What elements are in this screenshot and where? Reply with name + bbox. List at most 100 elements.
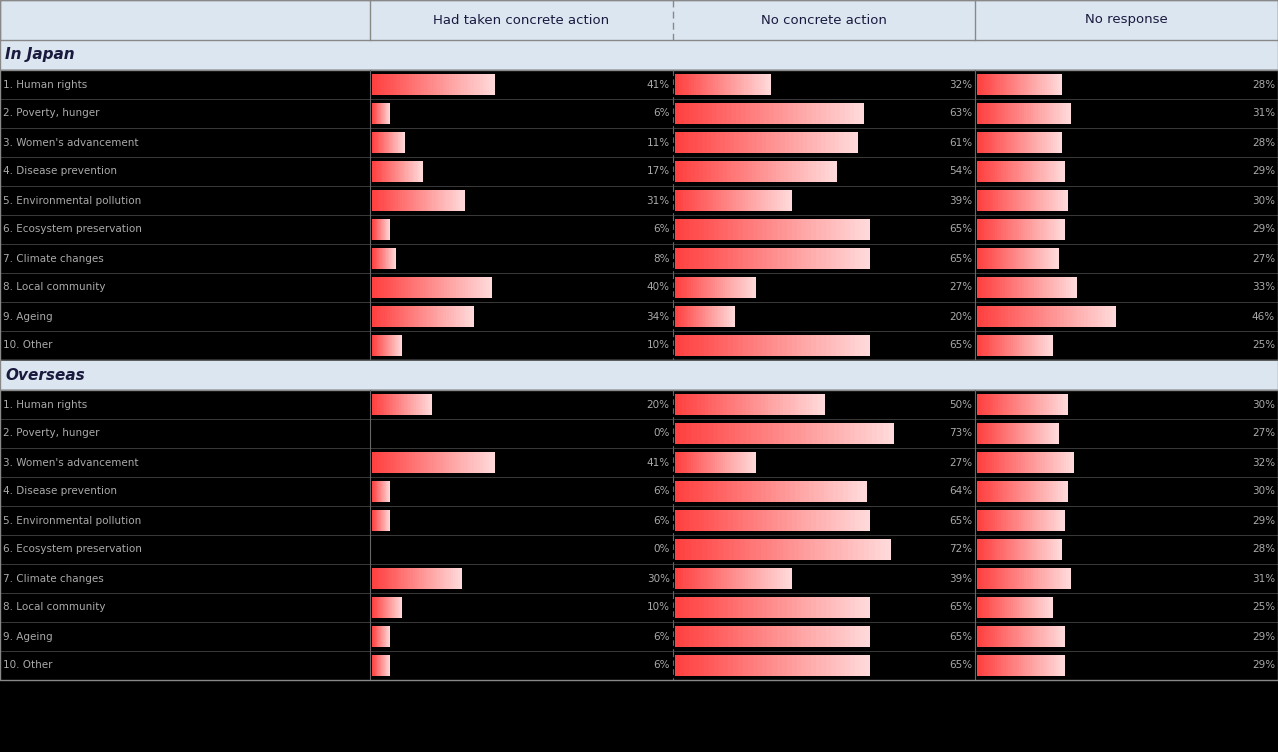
Bar (776, 394, 780, 415)
Bar (449, 306, 451, 327)
Bar (0, 273, 1278, 302)
Bar (1025, 655, 1028, 676)
Bar (458, 452, 461, 473)
Bar (730, 306, 732, 327)
Bar (718, 655, 723, 676)
Bar (470, 74, 474, 95)
Bar (990, 74, 993, 95)
Bar (1013, 248, 1016, 269)
Bar (1006, 626, 1008, 647)
Bar (718, 423, 725, 444)
Bar (713, 103, 718, 124)
Text: 8. Local community: 8. Local community (3, 283, 106, 293)
Bar (716, 452, 718, 473)
Bar (389, 394, 391, 415)
Bar (685, 626, 690, 647)
Bar (437, 190, 440, 211)
Bar (414, 394, 415, 415)
Bar (709, 335, 714, 356)
Bar (772, 394, 776, 415)
Bar (378, 452, 382, 473)
Bar (403, 74, 406, 95)
Bar (1062, 626, 1065, 647)
Bar (1066, 568, 1068, 589)
Bar (420, 394, 422, 415)
Text: 27%: 27% (950, 457, 973, 468)
Bar (1054, 452, 1057, 473)
Bar (377, 306, 380, 327)
Bar (1047, 161, 1049, 182)
Bar (440, 568, 442, 589)
Bar (847, 539, 854, 560)
Bar (732, 481, 737, 502)
Bar (492, 74, 496, 95)
Bar (1020, 132, 1022, 153)
Bar (686, 394, 690, 415)
Bar (1062, 161, 1065, 182)
Bar (419, 568, 422, 589)
Bar (734, 306, 735, 327)
Bar (1053, 132, 1056, 153)
Bar (454, 190, 456, 211)
Bar (1035, 568, 1038, 589)
Bar (464, 74, 468, 95)
Bar (1062, 219, 1065, 240)
Bar (1028, 626, 1030, 647)
Bar (440, 452, 443, 473)
Bar (397, 132, 399, 153)
Bar (989, 277, 993, 298)
Bar (817, 394, 822, 415)
Bar (860, 219, 865, 240)
Bar (0, 331, 1278, 360)
Bar (709, 190, 713, 211)
Bar (390, 161, 391, 182)
Bar (772, 626, 777, 647)
Bar (695, 568, 699, 589)
Bar (980, 568, 983, 589)
Bar (675, 335, 680, 356)
Bar (1056, 161, 1058, 182)
Bar (1054, 277, 1057, 298)
Bar (978, 132, 980, 153)
Bar (999, 452, 1002, 473)
Bar (739, 568, 743, 589)
Bar (486, 74, 489, 95)
Text: 29%: 29% (1252, 225, 1275, 235)
Bar (751, 74, 754, 95)
Bar (409, 394, 412, 415)
Bar (436, 306, 438, 327)
Bar (1019, 510, 1021, 531)
Bar (682, 161, 688, 182)
Bar (728, 655, 734, 676)
Bar (766, 568, 769, 589)
Bar (1036, 539, 1039, 560)
Bar (716, 394, 720, 415)
Bar (993, 219, 996, 240)
Bar (463, 190, 465, 211)
Bar (413, 568, 415, 589)
Text: 25%: 25% (1252, 602, 1275, 612)
Bar (845, 248, 851, 269)
Bar (757, 190, 760, 211)
Bar (823, 481, 828, 502)
Bar (442, 568, 445, 589)
Bar (763, 626, 768, 647)
Bar (381, 277, 385, 298)
Bar (999, 655, 1002, 676)
Bar (1011, 597, 1013, 618)
Bar (1081, 306, 1085, 327)
Bar (689, 248, 694, 269)
Bar (1049, 655, 1052, 676)
Bar (993, 103, 997, 124)
Bar (1047, 248, 1049, 269)
Bar (698, 394, 702, 415)
Bar (748, 219, 753, 240)
Text: 65%: 65% (950, 225, 973, 235)
Bar (1029, 394, 1031, 415)
Bar (1031, 481, 1034, 502)
Bar (1010, 568, 1012, 589)
Bar (732, 74, 735, 95)
Bar (396, 132, 397, 153)
Bar (479, 452, 483, 473)
Bar (464, 306, 466, 327)
